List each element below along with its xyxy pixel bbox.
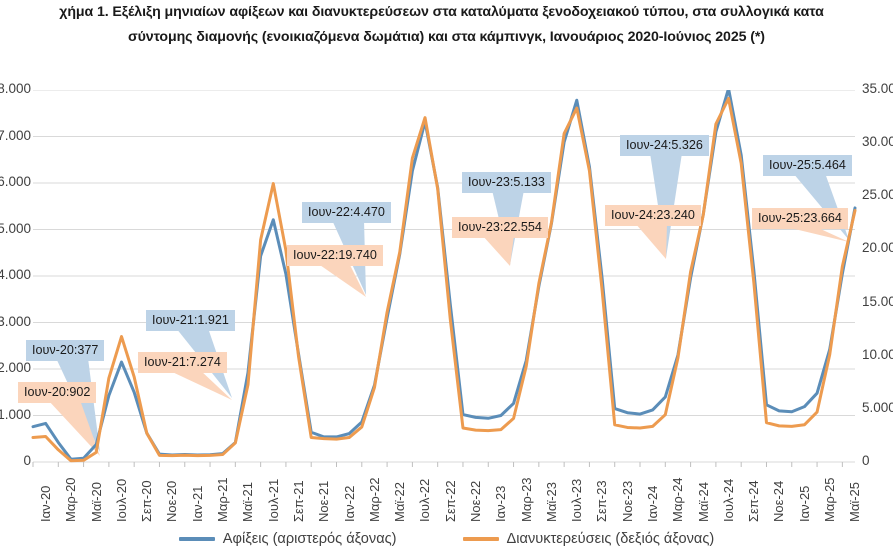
x-axis-tick-label: Μαρ-24 — [670, 477, 686, 522]
x-axis-tick-label: Μαϊ-21 — [240, 481, 256, 522]
callout-tail — [782, 226, 849, 242]
data-callout-label: Ιουν-25:23.664 — [752, 208, 848, 229]
callout-tail — [168, 370, 232, 400]
x-axis-tick-label: Μαϊ-22 — [392, 481, 408, 522]
x-axis-tick-label: Μαϊ-24 — [695, 481, 711, 522]
y-axis-right-tick: 25.000 — [862, 187, 893, 203]
x-axis-tick-label: Νοε-22 — [467, 480, 483, 522]
y-axis-left-tick: 2.000 — [0, 360, 31, 375]
chart-title: χήμα 1. Εξέλιξη μηνιαίων αφίξεων και δια… — [0, 0, 893, 50]
x-axis-tick-label: Νοε-24 — [771, 480, 787, 522]
data-callout-label: Ιουν-21:7.274 — [138, 352, 227, 373]
x-axis-tick-label: Σεπ-22 — [442, 480, 458, 522]
y-axis-left-tick: 0 — [23, 453, 31, 468]
x-axis-tick-label: Ιαν-21 — [189, 485, 205, 522]
x-axis-tick-label: Νοε-21 — [316, 480, 332, 522]
series-lines — [31, 90, 857, 463]
x-axis-tick-label: Μαρ-20 — [63, 477, 79, 522]
legend-swatch-icon — [178, 537, 215, 541]
callout-tail — [635, 223, 667, 259]
y-axis-left-tick: 8.000 — [0, 81, 31, 96]
x-axis-tick-label: Ιουλ-24 — [720, 478, 736, 522]
chart-title-line-2: σύντομης διαμονής (ενοικιαζόμενα δωμάτια… — [128, 29, 765, 45]
chart-title-line-1: χήμα 1. Εξέλιξη μηνιαίων αφίξεων και δια… — [59, 4, 824, 20]
y-axis-right-tick: 10.000 — [862, 346, 893, 362]
legend-label: Αφίξεις (αριστερός άξονας) — [222, 531, 397, 547]
legend-label: Διανυκτερεύσεις (δεξιός άξονας) — [506, 531, 715, 547]
y-axis-right-tick: 0 — [862, 453, 870, 468]
y-axis-left-tick: 5.000 — [0, 220, 31, 236]
y-axis-left-tick: 4.000 — [0, 267, 31, 282]
gridlines — [33, 90, 855, 463]
series-line — [31, 97, 857, 463]
x-axis-tick-label: Μαρ-23 — [518, 477, 534, 522]
x-axis-tick-label: Σεπ-20 — [139, 480, 155, 522]
y-axis-left-tick: 6.000 — [0, 174, 31, 189]
y-axis-right-tick: 15.000 — [862, 293, 893, 309]
legend-swatch-icon — [462, 537, 499, 541]
chart-legend: Αφίξεις (αριστερός άξονας) Διανυκτερεύσει… — [0, 524, 893, 554]
data-callout-label: Ιουν-20:377 — [26, 340, 105, 361]
data-callout-label: Ιουν-23:22.554 — [452, 217, 548, 238]
data-callout-label: Ιουν-22:4.470 — [302, 202, 391, 223]
x-axis-tick-label: Ιαν-23 — [493, 485, 509, 522]
x-axis-tick-label: Σεπ-21 — [290, 480, 306, 522]
x-axis-tick-label: Μαρ-21 — [215, 477, 231, 522]
y-axis-right-tick: 20.000 — [862, 240, 893, 256]
x-axis-tick-label: Σεπ-24 — [746, 480, 762, 522]
x-axis-labels: Ιαν-20 Μαρ-20 Μαϊ-20 Ιουλ-20 Σεπ-20 Νοε-20 Ιαν… — [0, 470, 893, 528]
x-axis-tick-label: Ιουλ-20 — [113, 478, 129, 522]
legend-item[interactable]: Διανυκτερεύσεις (δεξιός άξονας) — [462, 531, 715, 547]
data-callout-label: Ιουν-20:902 — [18, 382, 97, 403]
x-axis-tick-label: Μαρ-22 — [366, 477, 382, 522]
callout-tail — [482, 235, 514, 266]
x-axis-tick-label: Ιαν-20 — [38, 485, 53, 522]
x-axis-tick-label: Ιουλ-21 — [265, 478, 281, 522]
y-axis-left-tick: 7.000 — [0, 127, 31, 143]
callout-tails — [48, 153, 849, 456]
callout-tail — [48, 400, 100, 456]
x-axis-tick-label: Ιαν-24 — [645, 485, 660, 522]
data-callout-label: Ιουν-24:5.326 — [620, 135, 709, 156]
data-callout-label: Ιουν-21:1.921 — [146, 310, 235, 331]
series-line — [31, 90, 857, 461]
callout-tail — [317, 263, 366, 297]
x-axis-tick-label: Ιαν-22 — [341, 485, 357, 522]
y-axis-right-tick: 30.000 — [862, 134, 893, 150]
x-axis-tick-label: Ιαν-25 — [796, 485, 812, 522]
data-callout-label: Ιουν-24:23.240 — [605, 205, 701, 226]
x-axis-tick-label: Μαρ-25 — [822, 477, 838, 522]
y-axis-left-tick: 3.000 — [0, 313, 31, 329]
x-axis-tick-label: Ιουλ-22 — [417, 478, 433, 522]
y-axis-right-tick: 5.000 — [862, 399, 893, 415]
y-axis-right-tick: 35.000 — [862, 81, 893, 96]
legend-item[interactable]: Αφίξεις (αριστερός άξονας) — [178, 531, 397, 547]
data-callout-label: Ιουν-22:19.740 — [287, 245, 383, 266]
x-axis-tick-label: Μαϊ-20 — [88, 481, 104, 522]
data-callout-label: Ιουν-23:5.133 — [462, 172, 551, 193]
x-axis-tick-label: Μαϊ-25 — [847, 481, 863, 522]
x-tick-marks — [32, 462, 843, 467]
y-axis-left-tick: 1.000 — [0, 406, 31, 422]
x-axis-tick-label: Νοε-20 — [164, 480, 180, 522]
chart-svg — [31, 90, 857, 467]
x-axis-tick-label: Ιουλ-23 — [569, 478, 585, 522]
x-axis-tick-label: Μαϊ-23 — [543, 481, 559, 522]
x-axis-tick-label: Νοε-23 — [619, 480, 635, 522]
x-axis-tick-label: Σεπ-23 — [594, 480, 610, 522]
data-callout-label: Ιουν-25:5.464 — [763, 155, 852, 176]
chart-plot-area — [0, 90, 893, 480]
